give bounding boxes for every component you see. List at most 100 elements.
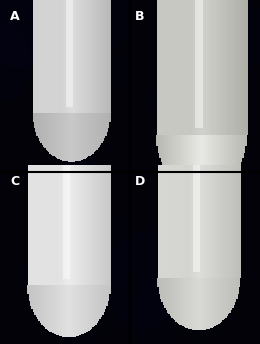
Bar	[228, 0, 229, 136]
Bar	[102, 0, 103, 113]
Bar	[168, 0, 169, 136]
Bar	[75, 113, 77, 161]
Bar	[90, 113, 91, 155]
Bar	[64, 0, 65, 113]
Circle shape	[31, 278, 50, 303]
Bar	[92, 165, 93, 285]
Bar	[100, 0, 101, 113]
Bar	[195, 0, 203, 128]
Bar	[83, 285, 84, 334]
Bar	[193, 0, 194, 136]
Bar	[178, 278, 179, 324]
Bar	[91, 165, 92, 285]
Bar	[66, 165, 67, 285]
Bar	[195, 0, 196, 136]
Bar	[214, 0, 216, 136]
Bar	[51, 165, 52, 285]
Bar	[171, 0, 172, 136]
Bar	[77, 113, 78, 161]
Bar	[35, 0, 36, 113]
Bar	[51, 285, 52, 332]
Bar	[48, 0, 49, 113]
Bar	[43, 113, 44, 147]
Bar	[55, 165, 56, 285]
Bar	[156, 136, 158, 146]
Bar	[41, 0, 42, 113]
Bar	[32, 165, 33, 285]
Bar	[167, 136, 168, 173]
Bar	[94, 285, 95, 326]
Bar	[228, 165, 229, 278]
Bar	[225, 278, 227, 318]
Bar	[164, 136, 165, 169]
Bar	[62, 285, 63, 336]
Bar	[68, 113, 69, 162]
Bar	[166, 278, 167, 310]
Bar	[164, 278, 166, 308]
Bar	[99, 165, 100, 285]
Bar	[171, 136, 173, 179]
Bar	[84, 0, 85, 113]
Bar	[96, 165, 98, 285]
Bar	[232, 0, 233, 136]
Bar	[190, 165, 191, 278]
Bar	[67, 0, 68, 113]
Bar	[99, 0, 100, 113]
Bar	[86, 165, 87, 285]
Bar	[66, 113, 68, 161]
Bar	[72, 285, 73, 337]
Bar	[235, 136, 236, 173]
Bar	[161, 165, 162, 278]
Bar	[211, 278, 213, 327]
Bar	[186, 278, 188, 328]
Bar	[236, 0, 237, 136]
Bar	[198, 165, 199, 278]
Bar	[76, 0, 77, 113]
Bar	[78, 165, 79, 285]
Bar	[106, 165, 107, 285]
Bar	[203, 278, 204, 330]
Bar	[235, 0, 236, 136]
Bar	[224, 165, 225, 278]
Bar	[66, 0, 73, 107]
Bar	[179, 136, 180, 185]
Bar	[36, 0, 37, 113]
Bar	[104, 165, 105, 285]
Bar	[57, 113, 59, 159]
Bar	[88, 0, 89, 113]
Bar	[183, 165, 184, 278]
Bar	[192, 278, 193, 330]
Bar	[164, 165, 165, 278]
Bar	[180, 136, 182, 186]
Bar	[194, 0, 195, 136]
Bar	[105, 165, 106, 285]
Bar	[50, 0, 51, 113]
Bar	[216, 165, 217, 278]
Bar	[194, 165, 195, 278]
Bar	[213, 278, 214, 327]
Bar	[180, 0, 181, 136]
Bar	[173, 136, 174, 181]
Bar	[53, 165, 54, 285]
Bar	[108, 285, 109, 301]
Bar	[232, 136, 233, 177]
Bar	[34, 113, 35, 128]
Bar	[192, 0, 193, 136]
Bar	[64, 165, 65, 285]
Bar	[76, 285, 77, 336]
Bar	[51, 113, 52, 155]
Circle shape	[0, 0, 55, 68]
Circle shape	[127, 293, 181, 344]
Bar	[158, 165, 159, 278]
Bar	[39, 113, 40, 141]
Bar	[38, 285, 40, 321]
Bar	[37, 165, 38, 285]
Bar	[110, 165, 111, 285]
Bar	[213, 0, 214, 136]
Bar	[207, 136, 209, 192]
Bar	[205, 136, 206, 192]
Bar	[191, 165, 192, 278]
Bar	[63, 165, 70, 279]
Bar	[63, 285, 65, 337]
Bar	[45, 285, 47, 329]
